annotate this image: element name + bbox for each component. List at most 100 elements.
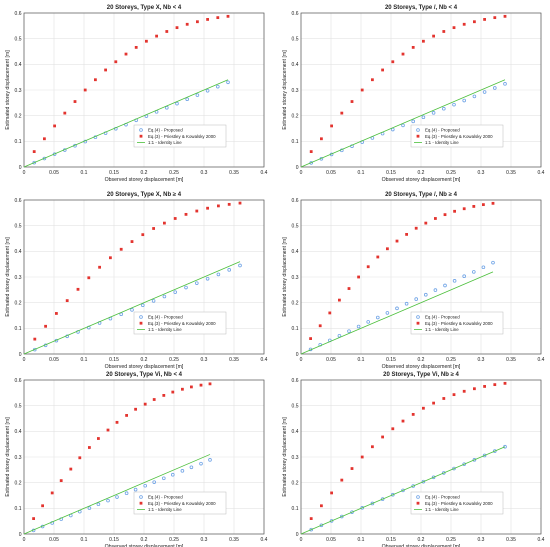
y-tick-label: 0.4 (15, 429, 22, 435)
proposed-point (482, 90, 487, 94)
x-tick-label: 0.2 (418, 357, 425, 363)
priestley-point (55, 312, 58, 315)
proposed-point (482, 453, 487, 458)
x-tick-label: 0.25 (169, 357, 179, 363)
proposed-point (492, 449, 497, 453)
proposed-point (491, 260, 495, 265)
y-tick-label: 0.6 (292, 11, 299, 17)
priestley-point (483, 385, 486, 388)
proposed-point (226, 80, 230, 85)
proposed-point (162, 294, 167, 299)
y-tick-label: 0 (19, 532, 22, 538)
axes-box (300, 199, 542, 355)
x-axis-label: Observed storey displacement [m] (382, 177, 461, 183)
y-tick-label: 0.2 (292, 113, 299, 119)
priestley-point (309, 150, 313, 153)
priestley-point (405, 232, 408, 236)
y-tick-label: 0.4 (15, 62, 22, 68)
subplot-1: 0 0.05 0.1 0.15 0.2 0.25 0.3 0.35 0.4 0 0.1 0.2 0.3 0… (5, 5, 268, 183)
identity-line (300, 271, 494, 355)
x-tick-label: 0.4 (538, 357, 545, 363)
x-tick-label: 0.2 (141, 537, 148, 543)
proposed-point (452, 102, 456, 107)
chart-title: 20 Storeys, Type /, Nb ≥ 4 (385, 192, 458, 198)
priestley-point (422, 39, 425, 43)
y-axis-label: Estimated storey displacement [m] (282, 237, 288, 317)
priestley-point (491, 201, 495, 205)
proposed-point (431, 475, 436, 480)
proposed-point (404, 301, 409, 306)
priestley-point (217, 204, 220, 208)
proposed-point (411, 119, 416, 124)
chart-title: 20 Storeys, Type Vi, Nb < 4 (106, 372, 183, 378)
legend-swatch-priestley (139, 501, 143, 505)
proposed-point (184, 285, 188, 290)
x-tick-label: 0.35 (506, 537, 516, 543)
x-tick-label: 0.3 (201, 537, 208, 543)
x-tick-label: 0.25 (446, 537, 456, 543)
y-tick-label: 0.6 (15, 11, 22, 17)
priestley-point (462, 389, 466, 393)
proposed-point (366, 320, 371, 324)
priestley-point (330, 124, 333, 128)
x-tick-label: 0.15 (109, 357, 119, 363)
priestley-point (493, 16, 497, 20)
y-tick-label: 0.4 (15, 249, 22, 255)
proposed-point (162, 476, 166, 481)
legend-label: 1:1 - Identity Line (425, 327, 459, 332)
priestley-point (216, 16, 220, 20)
priestley-point (238, 201, 242, 205)
priestley-point (493, 383, 497, 387)
axes-box (300, 379, 542, 535)
proposed-point (441, 471, 446, 475)
proposed-point (360, 506, 365, 510)
x-tick-label: 0.2 (418, 537, 425, 543)
legend-swatch-proposed (416, 128, 420, 132)
proposed-point (411, 484, 416, 488)
priestley-point (50, 491, 54, 495)
x-tick-label: 0.4 (538, 170, 545, 176)
legend-box (133, 311, 227, 335)
priestley-point (76, 287, 80, 291)
priestley-point (340, 478, 344, 482)
priestley-point (226, 14, 230, 18)
y-tick-label: 0.1 (15, 506, 22, 512)
x-tick-label: 0.3 (478, 537, 485, 543)
priestley-point (94, 78, 97, 82)
priestley-point (482, 203, 485, 207)
legend-swatch-proposed (139, 495, 143, 499)
priestley-point (395, 239, 399, 243)
legend-label: Eq.(4) - Proposed (148, 128, 183, 133)
identity-line (300, 79, 506, 168)
chart-title: 20 Storeys, Type X, Nb < 4 (107, 5, 182, 11)
x-tick-label: 0.2 (418, 170, 425, 176)
priestley-point (155, 34, 158, 38)
priestley-point (69, 467, 73, 471)
priestley-point (391, 427, 395, 431)
axes-box (23, 379, 265, 535)
priestley-point (59, 479, 63, 483)
x-tick-label: 0.05 (49, 170, 59, 176)
proposed-point (380, 497, 385, 501)
proposed-point (503, 444, 507, 449)
proposed-point (115, 495, 119, 499)
x-tick-label: 0.1 (358, 170, 365, 176)
chart-title: 20 Storeys, Type Vi, Nb ≥ 4 (383, 372, 459, 378)
proposed-point (173, 290, 178, 294)
y-tick-label: 0.6 (292, 198, 299, 204)
priestley-point (360, 455, 364, 459)
priestley-point (442, 397, 446, 400)
proposed-point (421, 479, 426, 484)
proposed-point (462, 462, 467, 466)
priestley-point (452, 393, 456, 397)
legend-label: Eq.(4) - Proposed (425, 315, 460, 320)
priestley-point (104, 68, 107, 72)
proposed-point (152, 480, 157, 484)
priestley-point (65, 299, 69, 303)
x-axis-label: Observed storey displacement [m] (105, 364, 184, 370)
proposed-point (32, 160, 36, 165)
x-tick-label: 0.25 (446, 357, 456, 363)
